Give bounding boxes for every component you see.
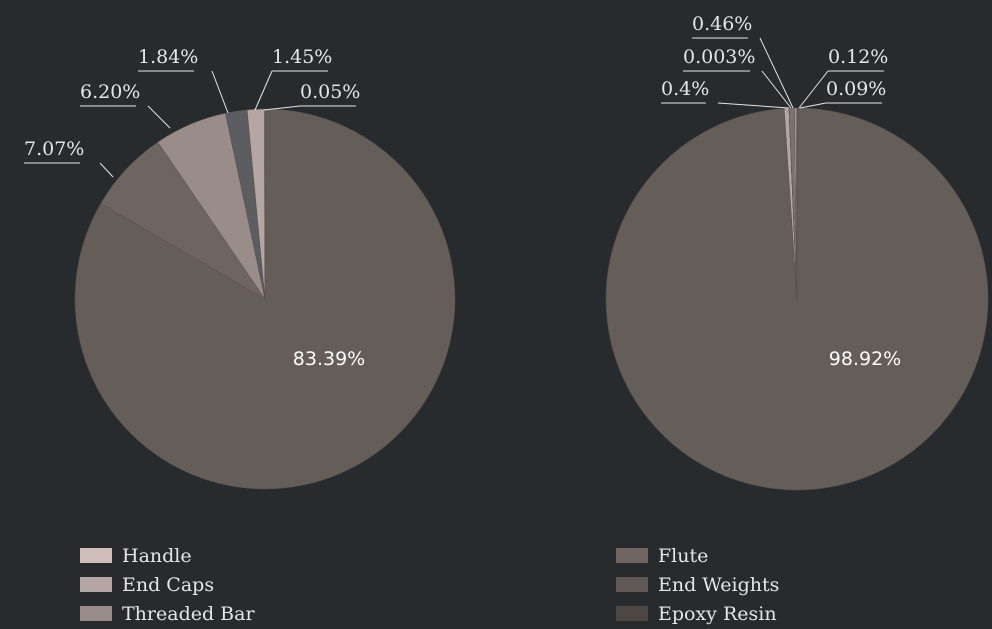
legend-swatch-end-caps [80,577,112,592]
slice-label: 0.003% [683,46,755,68]
callout-leader [211,70,229,114]
legend-item-handle[interactable]: Handle [80,541,255,570]
slice-label: 0.09% [826,78,886,100]
slice-label: 0.46% [692,13,752,35]
callout-leader [761,70,792,109]
legend-label: End Weights [658,573,780,596]
legend-right: Flute End Weights Epoxy Resin [616,541,779,628]
legend-swatch-flute [616,548,648,563]
callout-leader [254,70,273,111]
slice-label: 1.84% [138,46,198,68]
legend-item-end-weights[interactable]: End Weights [616,570,779,599]
slice-label: 0.05% [300,81,360,103]
pie-slice[interactable] [264,108,266,300]
legend-swatch-handle [80,548,112,563]
legend-label: Handle [122,544,192,567]
callout-leader [263,105,301,111]
legend-label: Threaded Bar [122,602,255,625]
legend-label: Flute [658,544,709,567]
callout-leader [147,105,171,129]
callout-leader [798,70,829,109]
legend-item-threaded-bar[interactable]: Threaded Bar [80,599,255,628]
slice-label: 0.4% [661,78,709,100]
slice-label: 83.39% [293,348,365,370]
pie-slice[interactable] [795,107,798,300]
legend-item-epoxy-resin[interactable]: Epoxy Resin [616,599,779,628]
legend-left: Handle End Caps Threaded Bar [80,541,255,628]
slice-label: 98.92% [829,348,901,370]
slice-label: 7.07% [24,138,84,160]
slice-label: 1.45% [272,46,332,68]
slice-label: 0.12% [828,46,888,68]
pie-chart-right: 98.92% 0.4% 0.003% 0.46% 0.12% 0.09% [605,13,989,491]
legend-label: End Caps [122,573,215,596]
legend-swatch-epoxy-resin [616,606,648,621]
callout-leader [799,102,827,109]
legend-label: Epoxy Resin [658,602,777,625]
legend-swatch-threaded-bar [80,606,112,621]
callout-leader [717,102,790,109]
callout-leader [759,37,794,109]
legend-item-flute[interactable]: Flute [616,541,779,570]
legend-item-end-caps[interactable]: End Caps [80,570,255,599]
pie-chart-left: 83.39% 7.07% 6.20% 1.84% 1.45% 0.05% [24,46,456,490]
legend-swatch-end-weights [616,577,648,592]
callout-leader [99,162,114,178]
slice-label: 6.20% [80,81,140,103]
